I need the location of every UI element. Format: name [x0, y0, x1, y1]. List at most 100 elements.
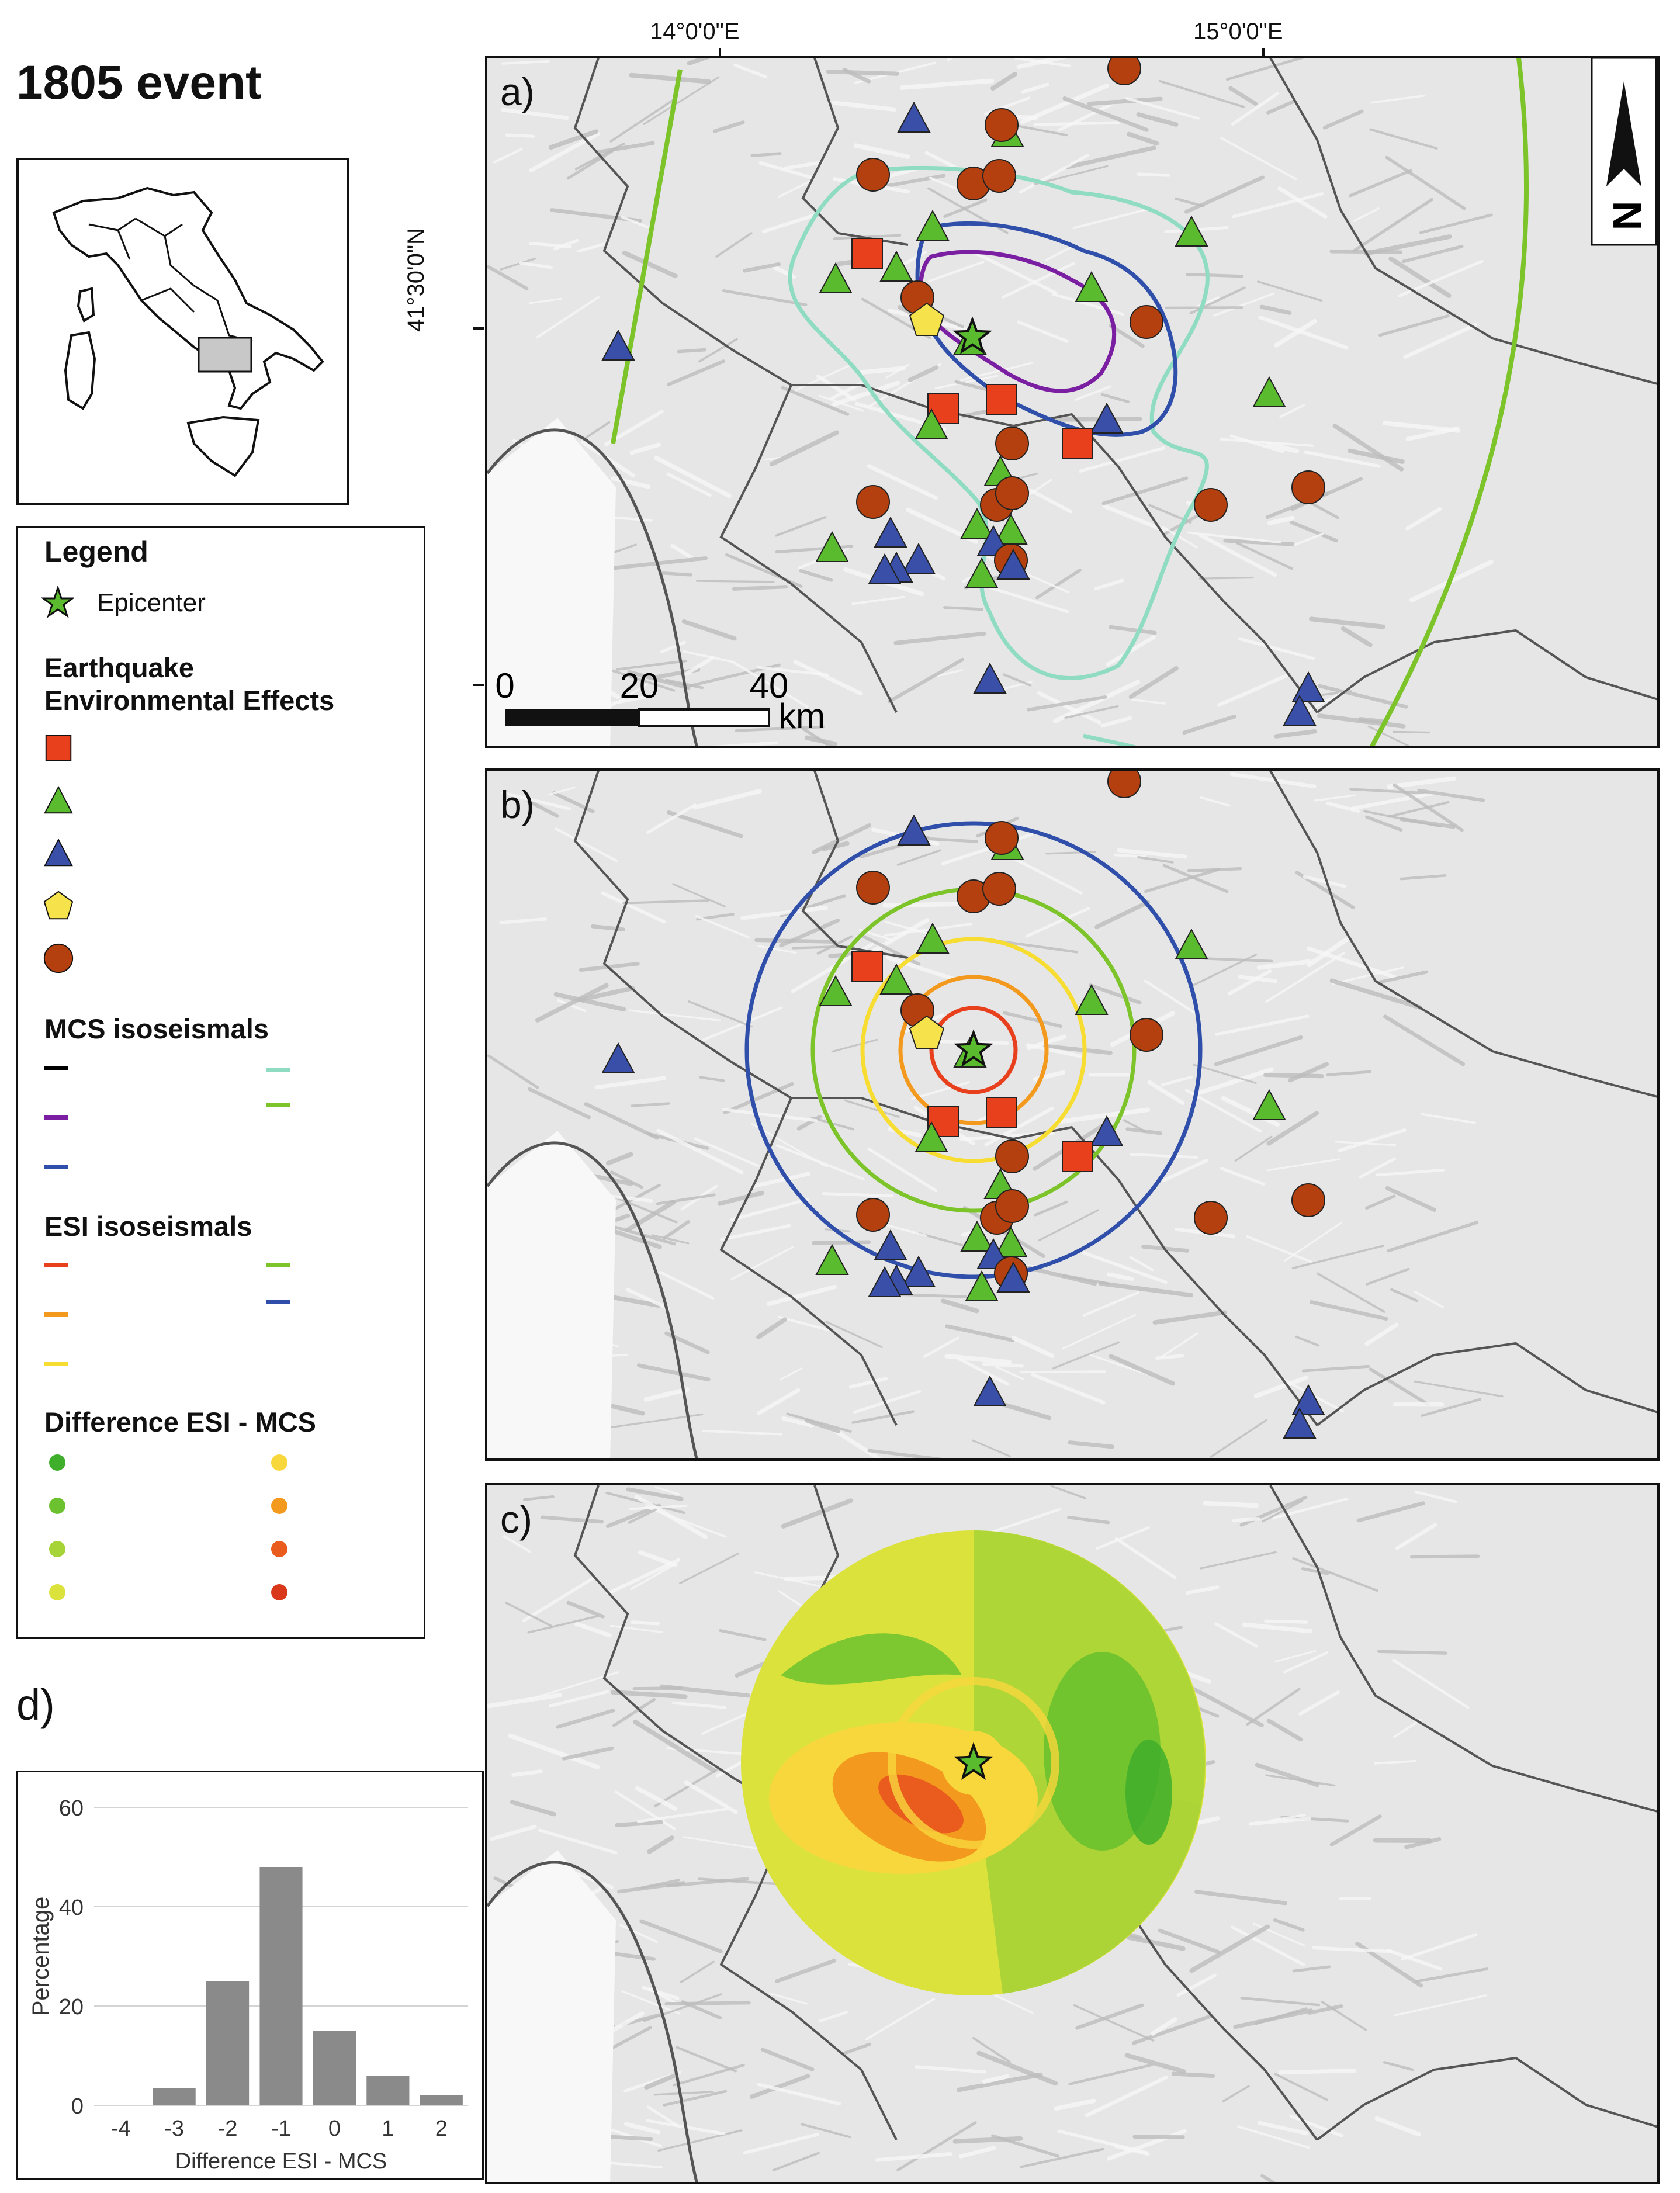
- ground-break-marker: [1252, 376, 1286, 407]
- surface-faulting-marker: [927, 393, 959, 424]
- legend-box: Legend Epicenter Earthquake Environmenta…: [16, 526, 425, 1639]
- lat-tick-41: [473, 684, 484, 686]
- legend-diff-item: [44, 1445, 190, 1480]
- ground-break-marker: [819, 975, 853, 1006]
- legend-eee-item: [41, 731, 415, 766]
- legend-mcs-swatch: [266, 1068, 290, 1073]
- panel-d-label: d): [16, 1681, 55, 1729]
- histogram-xtick-label: -2: [218, 2116, 238, 2141]
- legend-pentagon-icon: [43, 891, 74, 920]
- administrative-borders: [573, 58, 1657, 713]
- hydrogeological-anomaly-marker: [1283, 1407, 1317, 1439]
- lon-tick-14: [719, 48, 721, 56]
- legend-eee-item: [41, 941, 415, 976]
- ground-break-marker: [815, 1243, 849, 1275]
- legend-diff-item: [266, 1575, 413, 1610]
- legend-diff-swatch: [49, 1541, 65, 1557]
- slope-movement-marker: [856, 1198, 890, 1232]
- hillshade-background: [487, 771, 1657, 1458]
- legend-diff-swatch: [271, 1454, 287, 1471]
- coastline: [487, 1861, 698, 2182]
- legend-triangle-icon: [44, 838, 73, 867]
- surface-faulting-marker: [986, 384, 1017, 415]
- administrative-borders: [573, 771, 1657, 1426]
- ground-break-marker: [965, 1270, 999, 1301]
- legend-diff-swatch: [49, 1454, 65, 1471]
- legend-diff-swatch: [49, 1584, 65, 1600]
- hydrogeological-anomaly-marker: [1283, 694, 1317, 726]
- legend-eee-item: [41, 836, 415, 871]
- histogram-bar: [206, 1981, 250, 2105]
- legend-esi-swatch: [44, 1312, 68, 1317]
- hydrogeological-anomaly-marker: [897, 814, 931, 846]
- italy-inset-map: [16, 158, 349, 505]
- corsica: [77, 287, 95, 323]
- ground-break-marker: [960, 1220, 994, 1252]
- legend-diff-item: [44, 1532, 190, 1567]
- legend-esi-swatch: [44, 1263, 68, 1267]
- legend-mcs-item: [44, 1150, 190, 1185]
- difference-zone: [781, 1633, 962, 1685]
- esi-isoseismal-9: [898, 975, 1049, 1125]
- legend-diff-swatch: [49, 1498, 65, 1514]
- legend-diff-swatch: [271, 1541, 287, 1557]
- histogram-xtick-label: 0: [328, 2116, 341, 2141]
- mcs-isoseismal-7: [611, 69, 683, 444]
- legend-mcs-swatch: [266, 1103, 290, 1107]
- legend-mcs-title: MCS isoseismals: [44, 1013, 269, 1044]
- legend-esi-swatch: [44, 1362, 68, 1366]
- map-panel-a: N 0 20 40 km a): [485, 56, 1660, 748]
- scale-bar-label: 0: [495, 666, 514, 705]
- hydrogeological-anomaly-marker: [902, 1255, 936, 1287]
- histogram-ylabel: Percentage: [28, 1897, 54, 2017]
- coastline: [487, 428, 698, 746]
- histogram-xtick-label: -4: [111, 2116, 131, 2141]
- ground-break-marker: [879, 963, 913, 995]
- hydrogeological-anomaly-marker: [1090, 402, 1124, 434]
- slope-movement-marker: [1130, 1018, 1163, 1052]
- slope-movement-marker: [856, 158, 890, 192]
- esi-isoseismal-10: [929, 1006, 1018, 1094]
- scale-bar-unit: km: [778, 697, 825, 736]
- histogram-xtick-label: -1: [271, 2116, 291, 2141]
- legend-mcs-swatch: [44, 1115, 68, 1120]
- legend-epicenter-star-icon: [41, 586, 74, 618]
- legend-eee-title-2: Environmental Effects: [44, 685, 335, 716]
- liquefaction-marker: [909, 1015, 945, 1049]
- surface-faulting-marker: [851, 238, 883, 269]
- histogram-xtick-label: 2: [435, 2116, 448, 2141]
- histogram-ytick-label: 60: [59, 1796, 84, 1821]
- legend-diff-swatch: [271, 1584, 287, 1600]
- hydrogeological-anomaly-marker: [601, 329, 635, 361]
- legend-mcs-item: [266, 1088, 413, 1123]
- surface-faulting-marker: [1062, 428, 1093, 459]
- ground-break-marker: [815, 531, 849, 562]
- ground-break-marker: [965, 557, 999, 588]
- slope-movement-marker: [995, 1189, 1029, 1223]
- legend-mcs-item: [44, 1051, 190, 1086]
- scale-bar-label: 40: [750, 666, 789, 705]
- slope-movement-marker: [1107, 771, 1141, 798]
- legend-diff-title: Difference ESI - MCS: [44, 1406, 316, 1437]
- legend-esi-swatch: [266, 1263, 290, 1267]
- histogram-ytick-label: 0: [71, 2094, 84, 2119]
- slope-movement-marker: [982, 872, 1016, 906]
- hydrogeological-anomaly-marker: [1291, 671, 1325, 702]
- esi-isoseismal-8: [860, 937, 1087, 1163]
- ground-break-marker: [916, 922, 950, 954]
- hydrogeological-anomaly-marker: [1090, 1115, 1124, 1146]
- histogram-xtick-label: -3: [164, 2116, 184, 2141]
- north-arrow-letter: N: [1605, 201, 1650, 231]
- map-panel-b: b): [485, 768, 1660, 1461]
- legend-circle-icon: [43, 943, 74, 973]
- legend-mcs-swatch: [44, 1066, 68, 1070]
- legend-eee-item: [41, 784, 415, 819]
- legend-diff-item: [266, 1532, 413, 1567]
- legend-epicenter-label: Epicenter: [97, 588, 206, 617]
- histogram-xlabel: Difference ESI - MCS: [175, 2149, 387, 2174]
- sea-area: [487, 418, 616, 746]
- mcs-isoseismal-8: [788, 165, 1210, 746]
- slope-movement-marker: [985, 108, 1019, 142]
- surface-faulting-marker: [1062, 1141, 1093, 1172]
- surface-faulting-marker: [986, 1097, 1017, 1128]
